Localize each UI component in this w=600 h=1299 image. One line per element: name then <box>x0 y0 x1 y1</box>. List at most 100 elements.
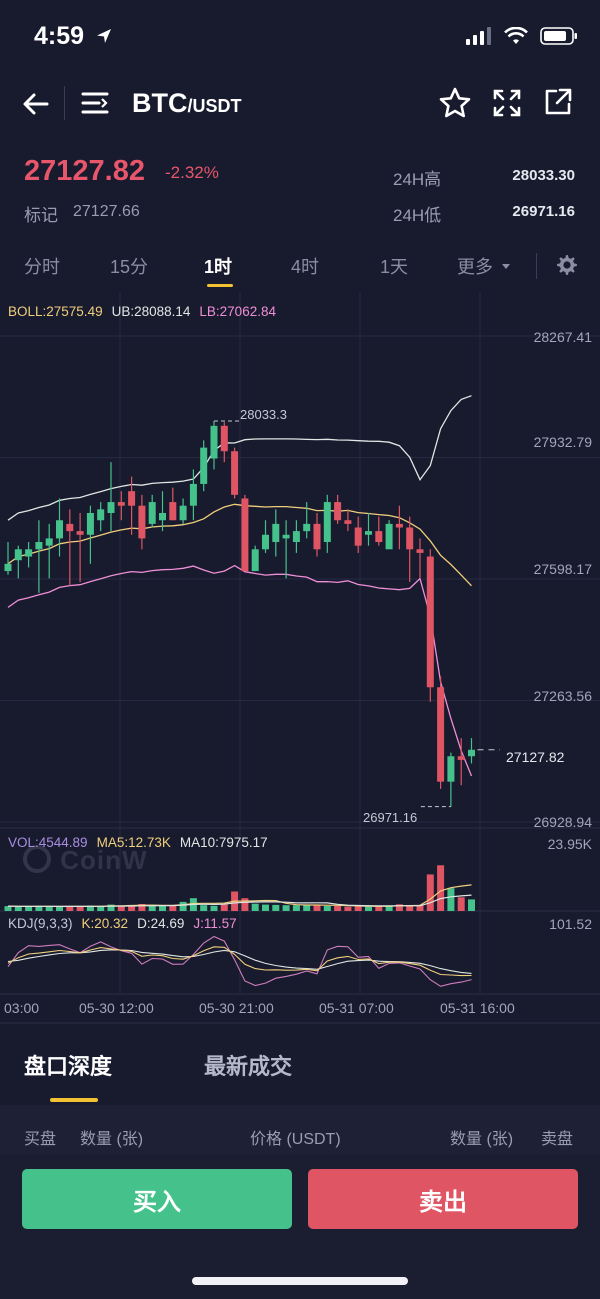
candle-body <box>169 502 177 521</box>
volume-bar <box>426 874 434 911</box>
candle-body <box>344 520 352 524</box>
fullscreen-button[interactable] <box>491 87 523 119</box>
kline-chart[interactable]: BOLL:27575.49 UB:28088.14 LB:27062.84 2826… <box>0 292 600 1025</box>
candle-body <box>4 563 12 572</box>
boll-lower-value: LB:27062.84 <box>199 304 276 319</box>
bid-side-label: 买盘 <box>24 1131 57 1148</box>
kdj-indicator-line: KDJ(9,3,3) K:20.32 D:24.69 J:11.57 <box>8 916 246 931</box>
volume-bar <box>159 905 166 911</box>
volume-bar <box>406 905 414 911</box>
candle-body <box>128 491 136 506</box>
status-icons <box>466 24 578 48</box>
buy-button[interactable]: 买入 <box>22 1169 292 1229</box>
kdj-k-value: K:20.32 <box>81 916 129 931</box>
candle-body <box>97 509 105 521</box>
volume-bar <box>14 906 22 911</box>
mark-price-label: 标记 <box>24 206 58 225</box>
candle-body <box>426 556 434 688</box>
volume-bar <box>4 906 12 911</box>
battery-icon <box>540 27 577 45</box>
tab-1h[interactable]: 1时 <box>204 257 233 277</box>
volume-bar <box>251 903 259 911</box>
low-24h-value: 26971.16 <box>512 203 575 220</box>
volume-bar <box>169 905 177 911</box>
volume-bar <box>375 905 383 911</box>
price-axis-label: 27263.56 <box>533 688 592 704</box>
candle-body <box>457 756 465 760</box>
orderbook-tabs: 盘口深度 最新成交 <box>0 1025 600 1105</box>
tab-latest-trades[interactable]: 最新成交 <box>204 1054 293 1079</box>
candle-body <box>282 534 290 539</box>
boll-middle-line <box>7 503 472 587</box>
volume-bar <box>241 898 249 911</box>
volume-bar <box>117 905 125 911</box>
volume-bar <box>25 906 33 911</box>
wifi-icon <box>504 27 528 44</box>
volume-bar <box>313 904 321 911</box>
candle-body <box>385 523 393 550</box>
tabs-divider <box>536 253 537 279</box>
coinw-logo-icon <box>23 845 51 873</box>
kdj-params: KDJ(9,3,3) <box>8 916 73 931</box>
ask-side-label: 卖盘 <box>541 1131 574 1148</box>
back-button[interactable] <box>20 88 52 120</box>
low-price-marker: 26971.16 <box>363 810 418 825</box>
trade-action-bar: 买入 卖出 <box>0 1155 600 1299</box>
cellular-signal-icon <box>466 27 491 45</box>
candle-body <box>354 527 362 546</box>
chart-settings-button[interactable] <box>555 253 579 277</box>
tab-1d[interactable]: 1天 <box>380 257 409 277</box>
tab-4h[interactable]: 4时 <box>291 257 320 277</box>
kdj-k-line <box>7 946 472 977</box>
location-arrow-icon <box>97 29 111 43</box>
tab-order-book-depth[interactable]: 盘口深度 <box>24 1054 113 1079</box>
volume-bar <box>56 907 63 911</box>
high-24h-label: 24H高 <box>393 170 442 189</box>
volume-bar <box>303 904 311 911</box>
candle-body <box>148 502 156 524</box>
candle-body <box>262 534 269 550</box>
candle-body <box>189 483 197 506</box>
volume-ma5-value: MA5:12.73K <box>96 835 171 850</box>
candle-body <box>313 523 321 550</box>
kline-chart-svg[interactable] <box>0 292 600 1025</box>
boll-indicator-line: BOLL:27575.49 UB:28088.14 LB:27062.84 <box>8 304 285 319</box>
share-button[interactable] <box>542 86 574 118</box>
volume-bar <box>468 899 475 911</box>
high-price-marker: 28033.3 <box>240 407 287 422</box>
candle-body <box>272 523 280 543</box>
orderbook-tab-indicator <box>50 1098 98 1102</box>
candle-body <box>86 512 94 535</box>
trading-pair-title[interactable]: BTC/USDT <box>132 88 242 119</box>
volume-bar <box>210 905 218 911</box>
volume-bar <box>45 906 53 911</box>
tab-time-sharing[interactable]: 分时 <box>24 257 60 277</box>
price-summary: 27127.82 -2.32% 标记 27127.66 24H高 28033.3… <box>0 145 600 235</box>
candle-body <box>66 523 74 532</box>
candle-body <box>45 538 53 546</box>
favorite-button[interactable] <box>438 86 472 120</box>
candle-body <box>323 502 331 543</box>
price-column-label: 价格 (USDT) <box>250 1131 341 1148</box>
volume-bar <box>365 906 372 911</box>
order-book-header: 买盘 数量 (张) 价格 (USDT) 数量 (张) 卖盘 <box>0 1105 600 1155</box>
candle-body <box>365 531 372 535</box>
tab-15m[interactable]: 15分 <box>110 257 149 277</box>
candle-body <box>447 756 455 782</box>
status-time-text: 4:59 <box>34 22 85 50</box>
candle-body <box>251 549 259 572</box>
volume-bar <box>107 904 115 911</box>
price-axis-label: 28267.41 <box>533 329 592 345</box>
volume-bar <box>148 906 156 911</box>
volume-bar <box>354 906 362 911</box>
tab-more[interactable]: 更多 <box>457 253 512 279</box>
sell-button[interactable]: 卖出 <box>308 1169 578 1229</box>
market-menu-button[interactable] <box>80 88 110 118</box>
kdj-j-line <box>7 935 472 987</box>
candle-body <box>25 549 33 557</box>
pair-base: BTC <box>132 88 188 118</box>
time-axis-label: 05-31 07:00 <box>319 1000 394 1016</box>
volume-indicator-line: VOL:4544.89 MA5:12.73K MA10:7975.17 <box>8 835 277 850</box>
candle-body <box>200 447 208 484</box>
volume-bar <box>66 906 74 911</box>
